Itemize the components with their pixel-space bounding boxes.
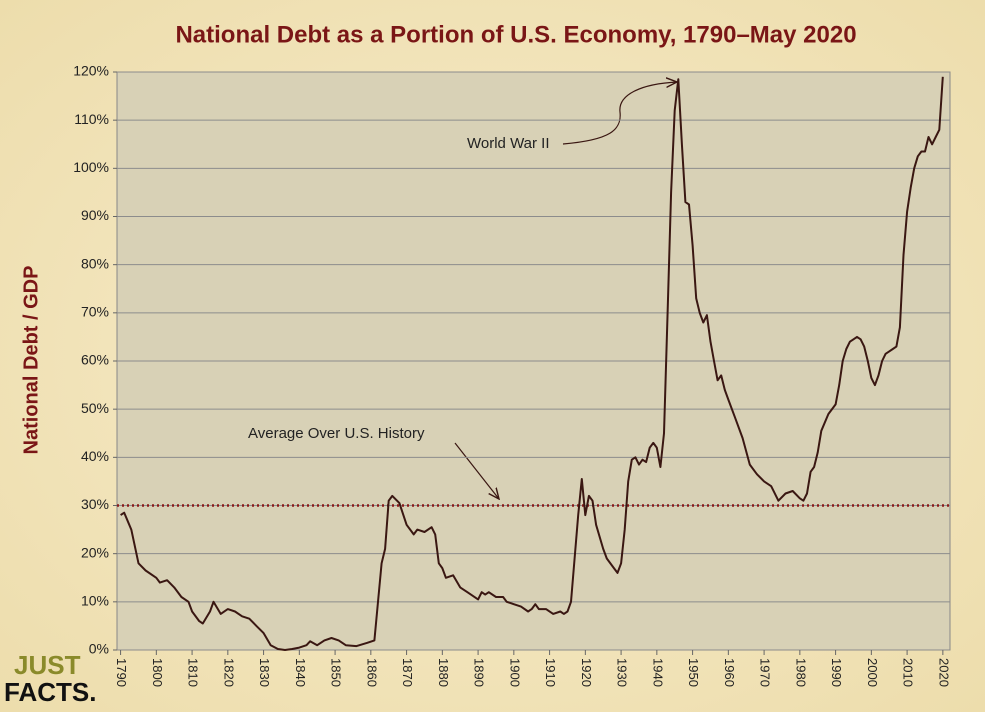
data-line [120, 76, 944, 651]
x-tick-label: 1960 [722, 658, 737, 687]
y-axis-label: National Debt / GDP [20, 266, 42, 455]
x-tick-label: 2000 [865, 658, 880, 687]
y-tick-label: 10% [81, 593, 109, 609]
y-tick-label: 50% [81, 400, 109, 416]
y-tick-label: 90% [81, 207, 109, 223]
y-tick-label: 60% [81, 352, 109, 368]
x-tick-label: 1890 [472, 658, 487, 687]
x-tick-label: 1990 [829, 658, 844, 687]
x-tick-label: 1910 [543, 658, 558, 687]
logo: FACTS. [4, 677, 96, 707]
x-tick-label: 1850 [329, 658, 344, 687]
reference-arrow [454, 442, 499, 499]
x-tick-label: 1980 [793, 658, 808, 687]
chart-title: National Debt as a Portion of U.S. Econo… [175, 21, 856, 48]
logo: JUST [14, 650, 81, 680]
x-tick-label: 2010 [901, 658, 916, 687]
y-tick-label: 70% [81, 304, 109, 320]
x-tick-label: 1900 [507, 658, 522, 687]
x-tick-label: 1870 [400, 658, 415, 687]
y-tick-label: 100% [73, 159, 109, 175]
x-tick-label: 1840 [293, 658, 308, 687]
y-tick-label: 120% [73, 63, 109, 79]
x-tick-label: 1860 [364, 658, 379, 687]
y-tick-label: 40% [81, 448, 109, 464]
x-tick-label: 1830 [257, 658, 272, 687]
y-tick-label: 20% [81, 544, 109, 560]
x-tick-label: 1950 [686, 658, 701, 687]
x-tick-label: 1940 [650, 658, 665, 687]
y-tick-label: 80% [81, 255, 109, 271]
annotation-arrow [562, 82, 677, 145]
x-tick-label: 1790 [114, 658, 129, 687]
x-tick-label: 1880 [436, 658, 451, 687]
x-tick-label: 1820 [221, 658, 236, 687]
y-tick-label: 110% [74, 111, 109, 127]
x-tick-label: 1930 [615, 658, 630, 687]
x-tick-label: 1810 [186, 658, 201, 687]
x-tick-label: 2020 [936, 658, 951, 687]
x-tick-label: 1800 [150, 658, 165, 687]
y-tick-label: 0% [89, 641, 109, 657]
x-tick-label: 1970 [758, 658, 773, 687]
x-tick-label: 1920 [579, 658, 594, 687]
reference-label: Average Over U.S. History [248, 425, 425, 442]
annotation: World War II [467, 135, 550, 152]
y-tick-label: 30% [81, 496, 109, 512]
